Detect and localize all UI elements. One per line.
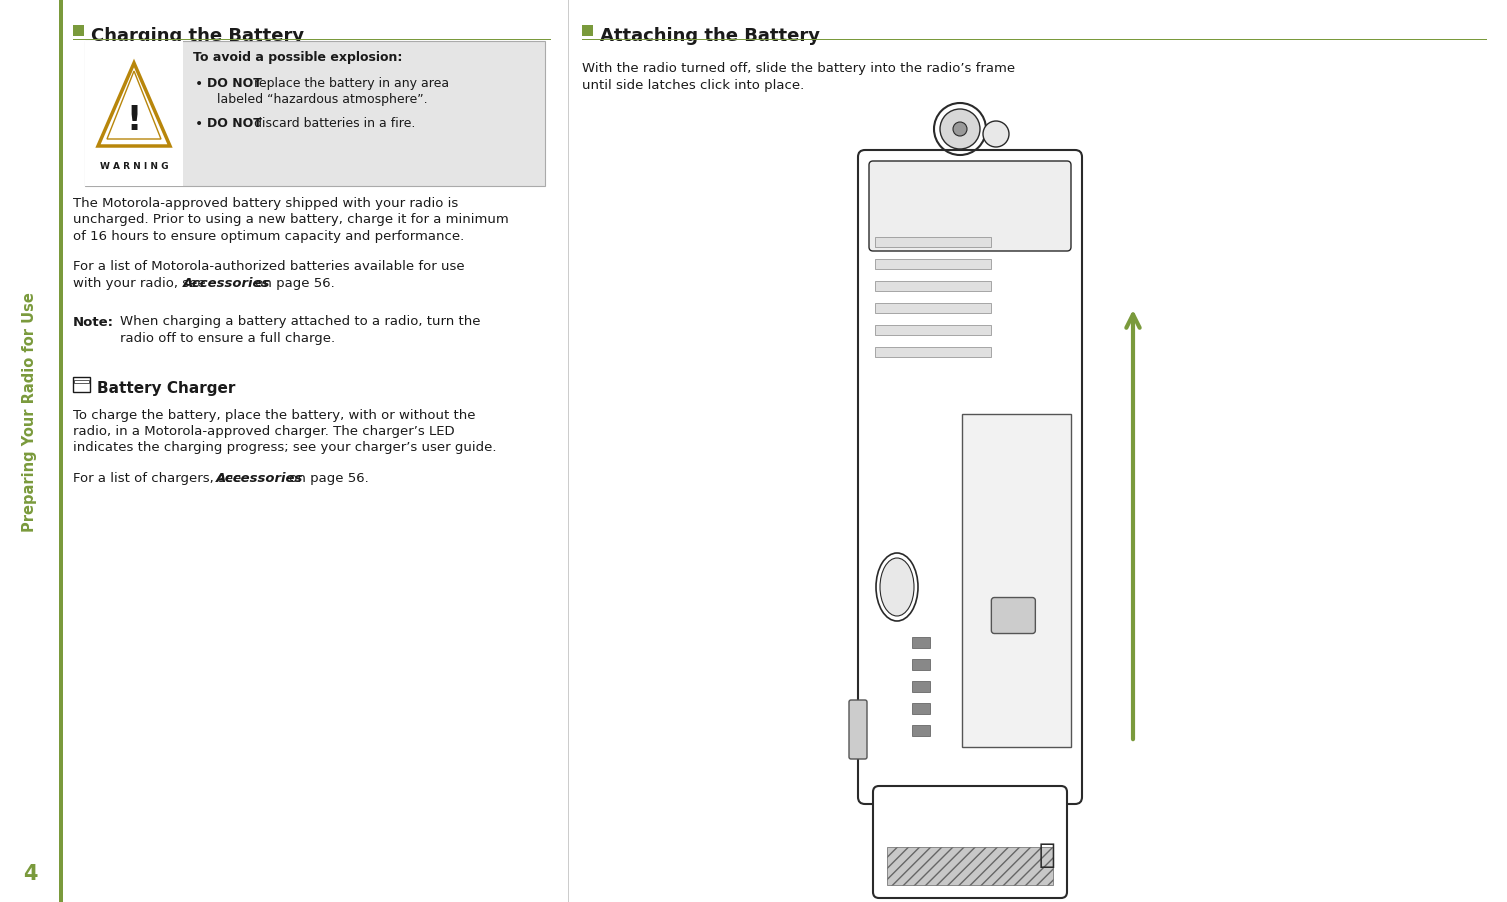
- Text: With the radio turned off, slide the battery into the radio’s frame: With the radio turned off, slide the bat…: [582, 62, 1016, 75]
- Text: W A R N I N G: W A R N I N G: [99, 162, 169, 171]
- Bar: [876, 237, 990, 247]
- Bar: [961, 414, 1071, 747]
- Bar: [876, 281, 990, 291]
- Text: discard batteries in a fire.: discard batteries in a fire.: [250, 117, 416, 130]
- Text: on page 56.: on page 56.: [252, 277, 335, 290]
- Bar: [72, 25, 84, 36]
- Text: 4: 4: [23, 864, 38, 884]
- Text: labeled “hazardous atmosphere”.: labeled “hazardous atmosphere”.: [217, 93, 428, 106]
- Text: DO NOT: DO NOT: [206, 117, 262, 130]
- Text: with your radio, see: with your radio, see: [72, 277, 209, 290]
- Text: For a list of Motorola-authorized batteries available for use: For a list of Motorola-authorized batter…: [72, 261, 464, 273]
- Text: DO NOT: DO NOT: [206, 77, 262, 90]
- FancyBboxPatch shape: [873, 786, 1067, 898]
- Text: For a list of chargers, see: For a list of chargers, see: [72, 472, 246, 485]
- Text: Ⓜ: Ⓜ: [1038, 841, 1055, 869]
- Circle shape: [983, 121, 1010, 147]
- Ellipse shape: [880, 558, 915, 616]
- Text: •: •: [194, 117, 203, 131]
- Text: of 16 hours to ensure optimum capacity and performance.: of 16 hours to ensure optimum capacity a…: [72, 230, 464, 243]
- FancyBboxPatch shape: [992, 597, 1035, 633]
- Bar: [74, 380, 89, 382]
- Text: Accessories: Accessories: [216, 472, 303, 485]
- Bar: [876, 259, 990, 269]
- Text: indicates the charging progress; see your charger’s user guide.: indicates the charging progress; see you…: [72, 441, 496, 455]
- Text: The Motorola-approved battery shipped with your radio is: The Motorola-approved battery shipped wi…: [72, 197, 458, 210]
- Bar: [59, 0, 63, 902]
- Text: Charging the Battery: Charging the Battery: [90, 27, 304, 45]
- Text: on page 56.: on page 56.: [285, 472, 369, 485]
- FancyBboxPatch shape: [870, 161, 1071, 251]
- Bar: [912, 703, 930, 714]
- Bar: [876, 303, 990, 313]
- Bar: [888, 847, 1053, 885]
- Circle shape: [952, 122, 967, 136]
- Bar: [84, 41, 182, 186]
- Text: Note:: Note:: [72, 316, 115, 328]
- Text: Accessories: Accessories: [182, 277, 270, 290]
- Bar: [582, 39, 1487, 40]
- Text: When charging a battery attached to a radio, turn the: When charging a battery attached to a ra…: [121, 316, 481, 328]
- Bar: [72, 376, 90, 391]
- Text: until side latches click into place.: until side latches click into place.: [582, 78, 805, 91]
- FancyBboxPatch shape: [857, 150, 1082, 804]
- Text: replace the battery in any area: replace the battery in any area: [250, 77, 449, 90]
- Bar: [912, 681, 930, 692]
- Circle shape: [940, 109, 980, 149]
- Text: Battery Charger: Battery Charger: [96, 381, 235, 395]
- Text: !: !: [127, 104, 142, 137]
- Text: uncharged. Prior to using a new battery, charge it for a minimum: uncharged. Prior to using a new battery,…: [72, 214, 509, 226]
- Bar: [912, 659, 930, 670]
- FancyBboxPatch shape: [848, 700, 867, 759]
- Text: radio off to ensure a full charge.: radio off to ensure a full charge.: [121, 332, 335, 345]
- Bar: [876, 325, 990, 335]
- Text: Preparing Your Radio for Use: Preparing Your Radio for Use: [23, 292, 38, 532]
- Text: To charge the battery, place the battery, with or without the: To charge the battery, place the battery…: [72, 409, 476, 421]
- Bar: [0, 0, 63, 902]
- Text: radio, in a Motorola-approved charger. The charger’s LED: radio, in a Motorola-approved charger. T…: [72, 425, 455, 438]
- Text: To avoid a possible explosion:: To avoid a possible explosion:: [193, 51, 402, 64]
- Bar: [876, 347, 990, 357]
- Bar: [582, 25, 592, 36]
- Bar: [912, 725, 930, 736]
- Text: •: •: [194, 77, 203, 91]
- Text: Attaching the Battery: Attaching the Battery: [600, 27, 820, 45]
- Bar: [84, 41, 546, 186]
- Bar: [72, 39, 552, 40]
- Bar: [912, 637, 930, 648]
